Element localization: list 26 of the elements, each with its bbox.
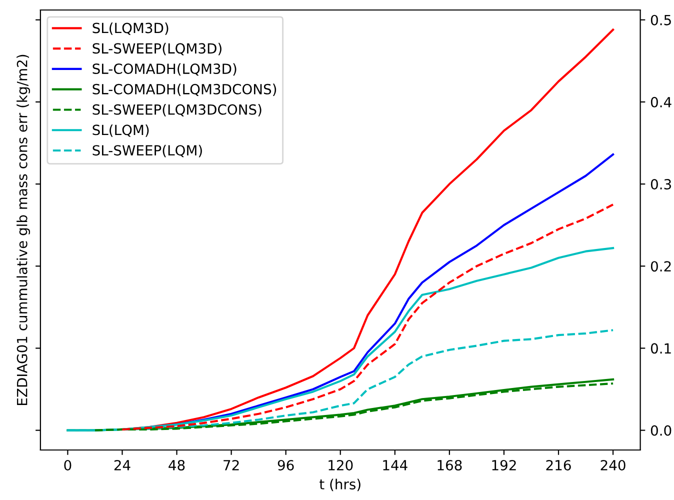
x-tick-label: 240 — [600, 460, 626, 470]
y-tick-label: 0.4 — [650, 96, 672, 108]
y-axis-title: EZDIAG01 cummulative glb mass cons err (kg/m2) — [16, 54, 30, 405]
y-tick-label: 0.0 — [650, 425, 672, 436]
x-tick-label: 144 — [383, 460, 408, 470]
x-tick-label: 72 — [224, 460, 239, 470]
y-tick-label: 0.5 — [650, 14, 671, 26]
x-tick-label: 192 — [492, 460, 516, 470]
x-tick-label: 24 — [114, 460, 130, 470]
y-tick-label: 0.2 — [650, 261, 671, 272]
legend-label: SL-SWEEP(LQM3D) — [92, 42, 222, 56]
x-tick-label: 48 — [168, 460, 185, 470]
x-tick-label: 0 — [64, 460, 72, 470]
x-tick-label: 120 — [328, 460, 353, 470]
legend-label: SL-COMADH(LQM3D) — [92, 63, 236, 76]
legend-label: SL-SWEEP(LQM3DCONS) — [92, 104, 262, 116]
y-tick-label: 0.3 — [650, 179, 671, 190]
x-tick-label: 96 — [278, 460, 294, 470]
x-tick-label: 216 — [546, 460, 571, 470]
x-axis-title: t (hrs) — [320, 478, 360, 492]
x-tick-label: 168 — [438, 460, 462, 470]
y-tick-label: 0.1 — [650, 343, 671, 354]
legend-label: SL-SWEEP(LQM) — [92, 144, 202, 158]
legend-label: SL(LQM) — [92, 124, 149, 137]
legend-label: SL-COMADH(LQM3DCONS) — [92, 84, 276, 96]
legend-label: SL(LQM3D) — [92, 22, 168, 35]
